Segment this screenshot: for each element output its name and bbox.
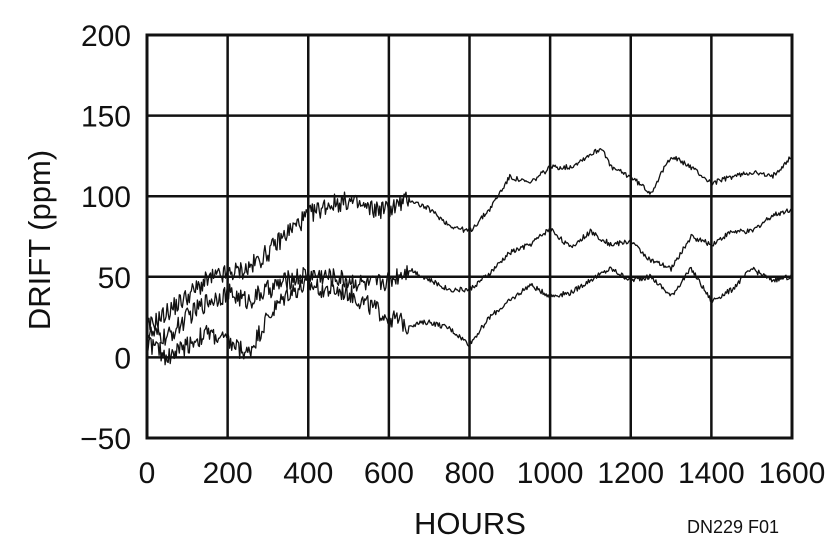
x-tick-label: 600 (364, 457, 414, 490)
drift-series-line-3 (146, 266, 793, 366)
y-tick-label: 150 (81, 101, 131, 134)
grid (145, 33, 794, 440)
x-tick-label: 0 (139, 457, 156, 490)
x-tick-label: 400 (283, 457, 333, 490)
x-tick-label: 1000 (517, 457, 584, 490)
x-tick-label: 1200 (597, 457, 664, 490)
x-tick-labels: 0 200 400 600 800 1000 1200 1400 1600 (139, 457, 826, 490)
series-layer (146, 148, 793, 366)
figure-id: DN229 F01 (687, 517, 779, 537)
y-tick-label: 0 (114, 342, 131, 375)
drift-series-line-1 (146, 148, 793, 332)
x-axis-title: HOURS (414, 506, 526, 541)
y-tick-label: 50 (98, 262, 131, 295)
y-tick-label: 100 (81, 181, 131, 214)
y-tick-label: 200 (81, 20, 131, 53)
x-tick-label: 1600 (759, 457, 826, 490)
y-tick-label: −50 (80, 423, 131, 456)
x-tick-label: 200 (203, 457, 253, 490)
x-tick-label: 800 (444, 457, 494, 490)
x-tick-label: 1400 (678, 457, 745, 490)
drift-series-line-2 (146, 207, 793, 346)
plot-frame (145, 33, 794, 440)
y-tick-labels: 200 150 100 50 0 −50 (80, 20, 131, 456)
y-axis-title: DRIFT (ppm) (22, 150, 57, 330)
